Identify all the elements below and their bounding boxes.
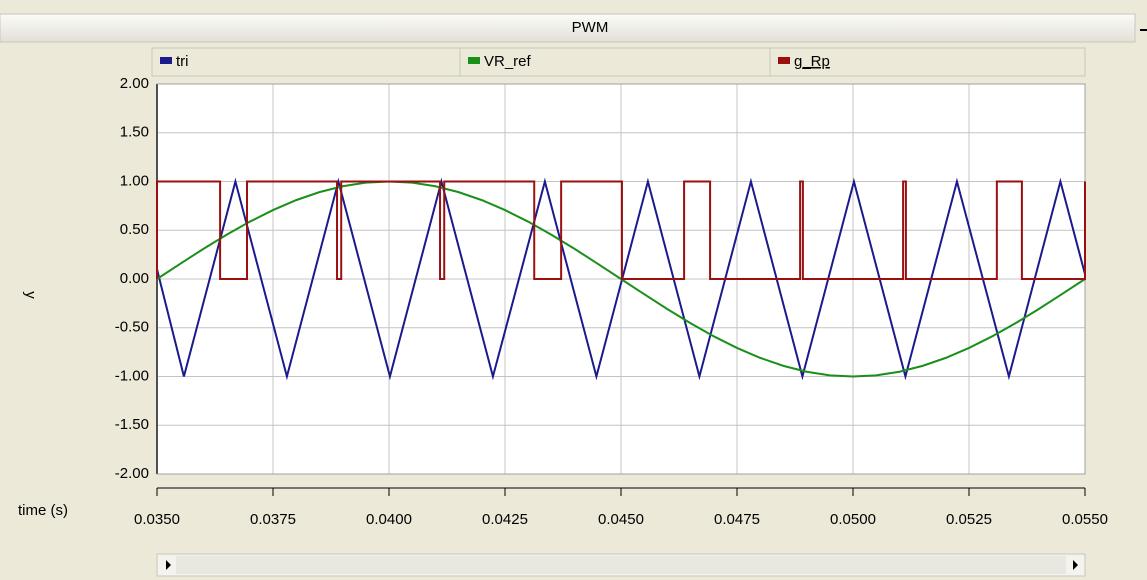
series-line <box>156 180 1086 280</box>
legend-label: VR_ref <box>484 53 532 70</box>
x-tick-label: 0.0425 <box>482 511 528 528</box>
x-tick-label: 0.0375 <box>250 511 296 528</box>
y-tick-label: -1.50 <box>115 416 149 433</box>
y-tick-label: 0.00 <box>120 270 149 287</box>
legend-label: tri <box>176 53 189 70</box>
y-tick-label: -0.50 <box>115 319 149 336</box>
y-tick-label: -1.00 <box>115 367 149 384</box>
y-tick-label: 0.50 <box>120 221 149 238</box>
legend-swatch <box>160 57 172 64</box>
scroll-right-arrow[interactable] <box>1073 560 1078 570</box>
x-tick-label: 0.0500 <box>830 511 876 528</box>
y-tick-label: 1.00 <box>120 172 149 189</box>
legend-swatch <box>468 57 480 64</box>
window-title: PWM <box>572 19 609 36</box>
y-axis-label: y <box>22 291 39 299</box>
y-tick-label: -2.00 <box>115 465 149 482</box>
scroll-left-arrow[interactable] <box>166 560 171 570</box>
x-axis-label: time (s) <box>18 502 68 519</box>
x-tick-label: 0.0450 <box>598 511 644 528</box>
minimize-button[interactable] <box>1137 14 1147 42</box>
scroll-thumb[interactable] <box>176 556 1066 574</box>
legend-bar <box>151 47 1086 77</box>
y-tick-label: 2.00 <box>120 75 149 92</box>
x-tick-label: 0.0525 <box>946 511 992 528</box>
x-tick-label: 0.0475 <box>714 511 760 528</box>
legend-label: g_Rp <box>794 53 830 70</box>
x-tick-label: 0.0350 <box>134 511 180 528</box>
title-bar <box>0 13 1136 43</box>
y-tick-label: 1.50 <box>120 124 149 141</box>
x-tick-label: 0.0550 <box>1062 511 1108 528</box>
x-tick-label: 0.0400 <box>366 511 412 528</box>
legend-swatch <box>778 57 790 64</box>
